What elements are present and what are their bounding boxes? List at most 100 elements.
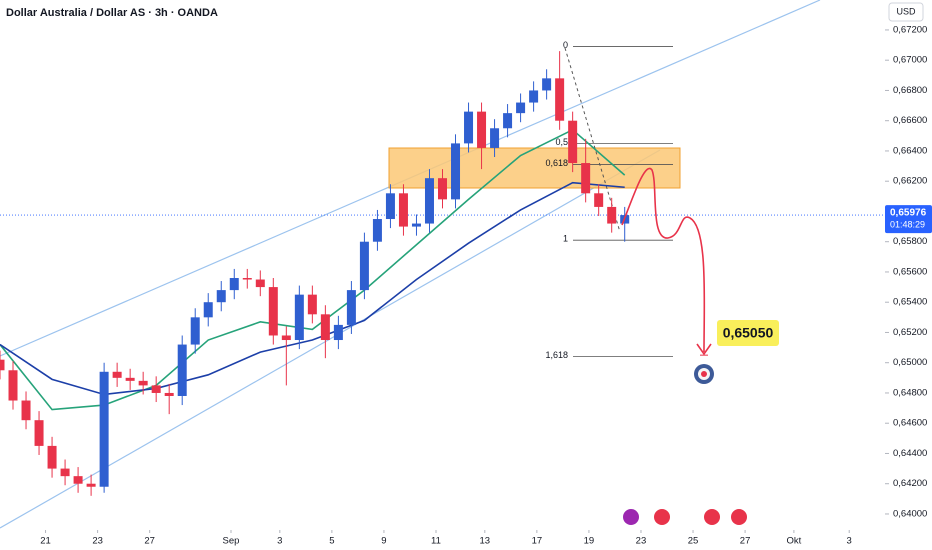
candle-body xyxy=(164,392,174,396)
candle-body xyxy=(424,178,434,224)
candle-body xyxy=(60,468,70,477)
candle-body xyxy=(268,287,278,336)
x-tick-label: 3 xyxy=(847,536,852,547)
x-tick-label: 23 xyxy=(636,536,647,547)
candle-body xyxy=(99,371,109,487)
event-icon[interactable] xyxy=(654,509,670,525)
candle-body xyxy=(451,143,461,200)
candle-body xyxy=(568,120,578,164)
candle-body xyxy=(203,302,213,318)
candle-body xyxy=(516,102,526,114)
fib-label: 1,618 xyxy=(545,350,568,360)
y-tick-label: 0,65400 xyxy=(893,297,927,308)
y-tick-label: 0,66600 xyxy=(893,115,927,126)
chart-title: Dollar Australia / Dollar AS · 3h · OAND… xyxy=(6,7,218,19)
x-tick-label: 5 xyxy=(329,536,334,547)
candle-body xyxy=(555,78,565,121)
supply-zone xyxy=(388,147,681,189)
event-icons xyxy=(623,509,747,525)
candle-body xyxy=(477,111,487,148)
candle-body xyxy=(490,128,500,148)
candle-body xyxy=(229,278,239,291)
candle-body xyxy=(34,420,44,446)
event-icon[interactable] xyxy=(623,509,639,525)
drawings xyxy=(0,0,821,529)
channel-lower xyxy=(0,149,661,529)
candle-body xyxy=(320,314,330,341)
candle-body xyxy=(216,290,226,303)
x-tick-label: 3 xyxy=(277,536,282,547)
y-tick-label: 0,64600 xyxy=(893,418,927,429)
fib-label: 0,618 xyxy=(545,158,568,168)
projection-arrow xyxy=(696,343,712,356)
y-tick-label: 0,66800 xyxy=(893,85,927,96)
target-label: 0,65050 xyxy=(723,325,774,341)
candle-body xyxy=(125,377,135,381)
candle-body xyxy=(438,178,447,200)
candle-body xyxy=(398,193,408,227)
candle-body xyxy=(581,163,591,194)
x-tick-label: Sep xyxy=(223,536,240,547)
y-tick-label: 0,65000 xyxy=(893,357,927,368)
y-tick-label: 0,65800 xyxy=(893,236,927,247)
x-tick-label: 17 xyxy=(532,536,543,547)
y-tick-label: 0,64400 xyxy=(893,448,927,459)
y-tick-label: 0,65600 xyxy=(893,266,927,277)
candle-body xyxy=(242,278,252,280)
candle-body xyxy=(86,483,96,487)
candle-body xyxy=(138,380,148,386)
y-tick-label: 0,64200 xyxy=(893,478,927,489)
currency-box[interactable] xyxy=(888,2,924,22)
x-tick-label: 27 xyxy=(144,536,155,547)
candle-body xyxy=(177,344,187,396)
x-tick-label: 11 xyxy=(431,536,441,547)
y-tick-label: 0,64800 xyxy=(893,387,927,398)
candle-body xyxy=(359,241,369,291)
candle-body xyxy=(607,206,617,224)
candle-body xyxy=(385,193,395,220)
fib-label: 1 xyxy=(563,234,568,244)
projection-path xyxy=(621,167,706,353)
candle-body xyxy=(47,445,57,469)
projection xyxy=(621,167,714,384)
countdown: 01:48:29 xyxy=(890,219,925,229)
candle-body xyxy=(112,371,122,378)
y-tick-label: 0,64000 xyxy=(893,508,927,519)
candle-body xyxy=(255,279,265,288)
y-tick-label: 0,66200 xyxy=(893,176,927,187)
fib-trend-line xyxy=(564,47,621,233)
candle-body xyxy=(346,290,356,325)
candle-body xyxy=(21,400,31,421)
x-tick-label: 9 xyxy=(381,536,386,547)
event-icon[interactable] xyxy=(704,509,720,525)
candle-body xyxy=(0,359,5,371)
currency: USD xyxy=(896,6,916,16)
candle-body xyxy=(294,294,304,341)
candle-body xyxy=(333,324,343,341)
x-tick-label: Okt xyxy=(787,536,802,547)
price-axis xyxy=(885,0,932,550)
fib-label: 0 xyxy=(563,40,568,50)
candle-body xyxy=(73,476,83,484)
y-tick-label: 0,67200 xyxy=(893,24,927,35)
candle-body xyxy=(503,113,513,129)
x-tick-label: 21 xyxy=(40,536,51,547)
x-tick-label: 13 xyxy=(480,536,491,547)
event-icon[interactable] xyxy=(731,509,747,525)
candle-body xyxy=(594,193,604,207)
candle-body xyxy=(8,370,18,401)
candle-body xyxy=(542,78,552,91)
y-tick-label: 0,65200 xyxy=(893,327,927,338)
target-icon-center xyxy=(701,371,707,377)
candle-body xyxy=(281,335,291,341)
candle-body xyxy=(372,219,382,242)
y-tick-label: 0,66400 xyxy=(893,145,927,156)
last-price-tag xyxy=(885,205,932,234)
last-price-label: 0,65976 xyxy=(890,208,927,219)
candle-body xyxy=(151,385,161,393)
candle-body xyxy=(529,90,539,103)
candle-body xyxy=(411,223,421,227)
candle-body xyxy=(464,111,474,144)
candle-body xyxy=(190,317,200,345)
